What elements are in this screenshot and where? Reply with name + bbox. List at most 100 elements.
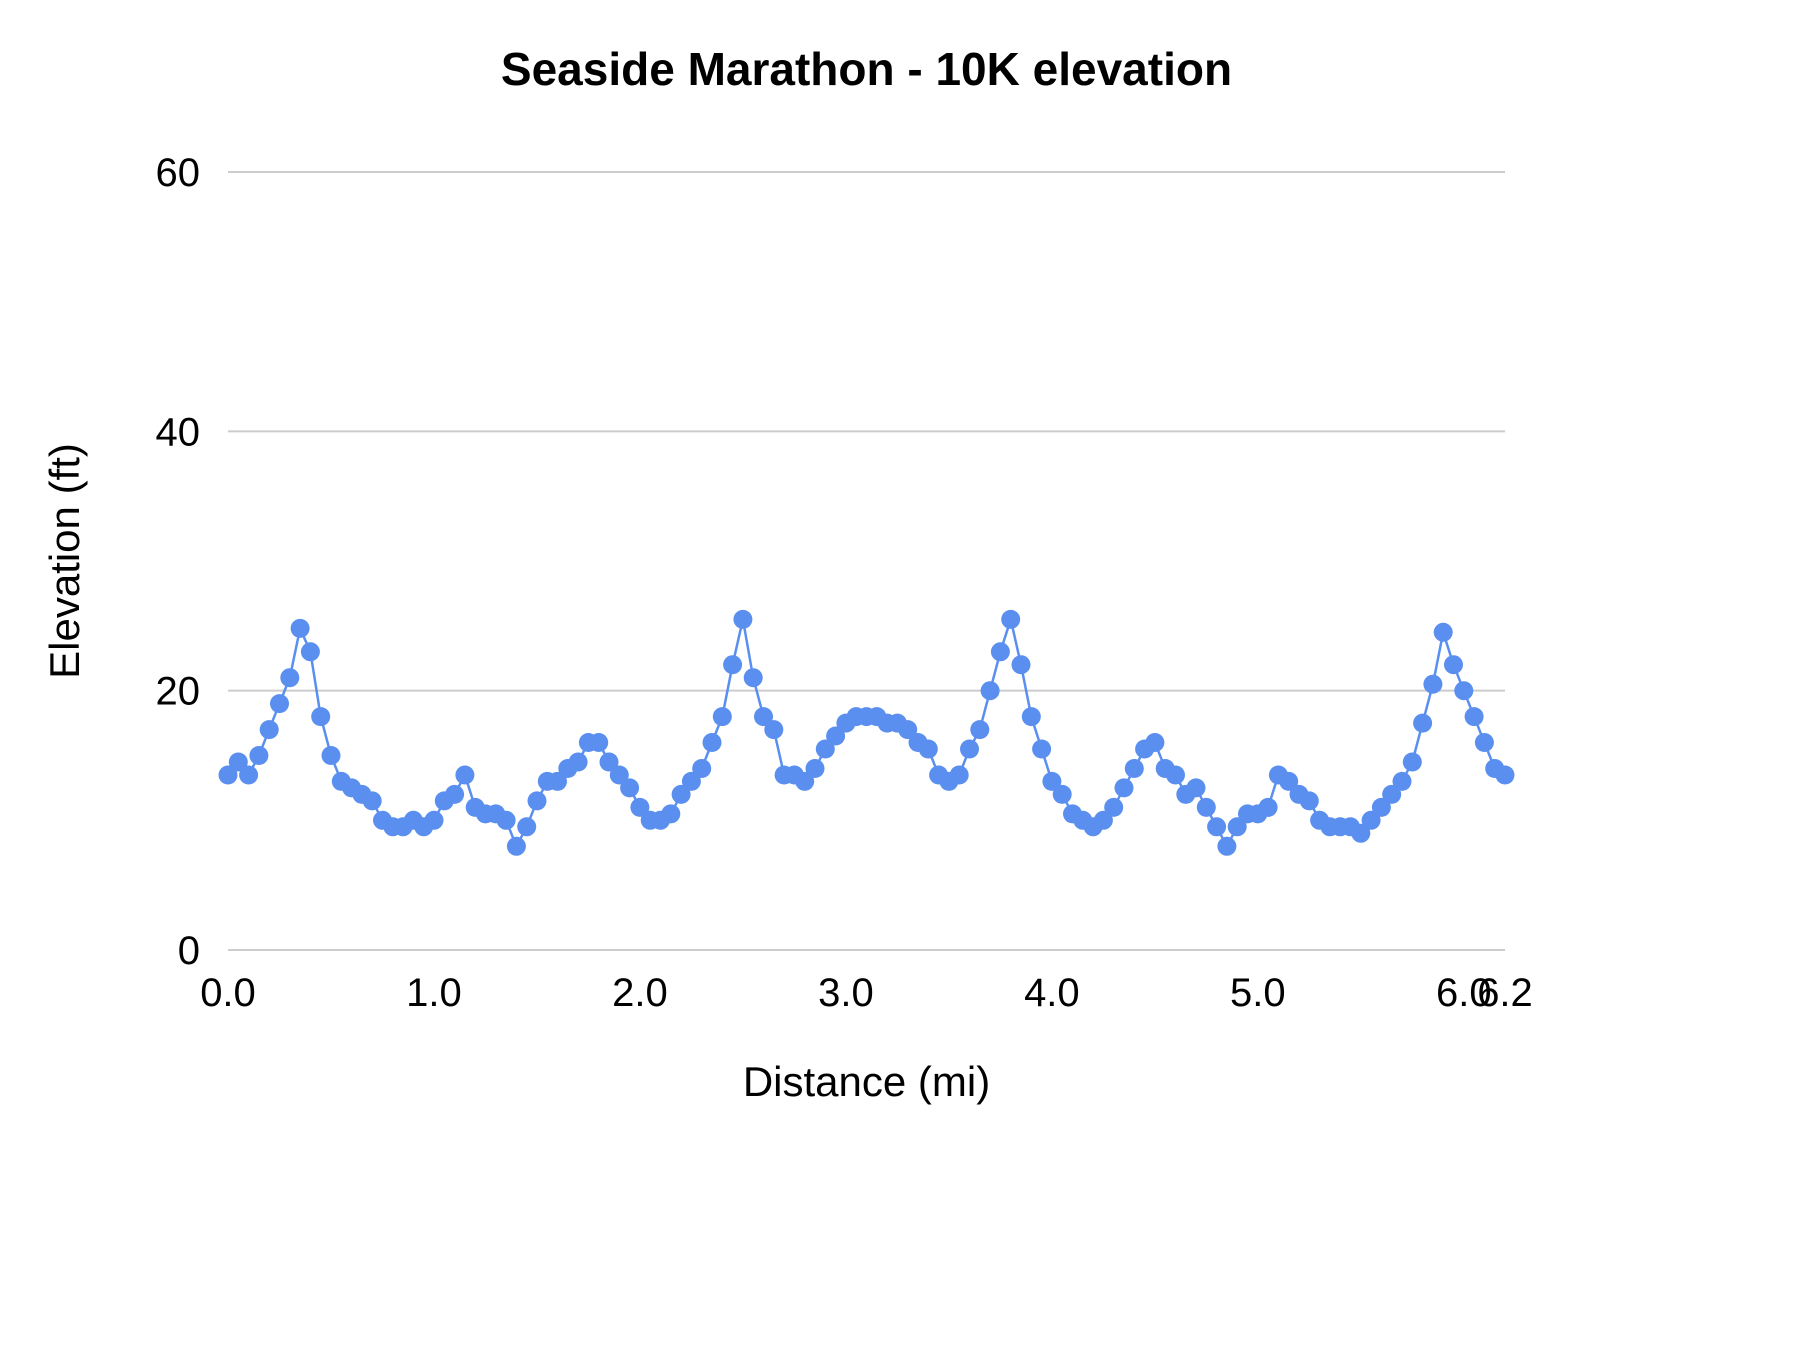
- x-tick-label: 6.0: [1436, 971, 1492, 1015]
- y-tick-label: 60: [156, 151, 201, 195]
- data-point: [321, 746, 341, 765]
- data-point: [990, 642, 1010, 662]
- data-point: [249, 746, 269, 765]
- data-point: [1382, 784, 1402, 804]
- data-point: [1021, 707, 1041, 727]
- data-point: [620, 778, 640, 798]
- data-point: [290, 618, 310, 638]
- data-point: [496, 810, 516, 830]
- data-point: [1166, 765, 1185, 785]
- data-point: [228, 752, 248, 772]
- data-point: [599, 752, 619, 772]
- data-point: [548, 771, 567, 791]
- x-axis-title: Distance (mi): [742, 1058, 991, 1105]
- x-tick-label: 5.0: [1230, 971, 1286, 1015]
- data-point: [1351, 823, 1371, 843]
- data-point: [692, 759, 712, 778]
- data-point: [949, 765, 969, 785]
- y-tick-label: 20: [156, 670, 201, 714]
- data-point: [723, 655, 743, 675]
- data-point: [918, 739, 938, 759]
- data-point: [702, 733, 722, 752]
- data-point: [1258, 797, 1278, 817]
- data-point: [1413, 713, 1433, 733]
- data-point: [568, 752, 588, 772]
- data-point: [506, 836, 526, 856]
- data-point: [733, 609, 753, 629]
- data-point: [805, 759, 825, 778]
- data-point: [960, 739, 979, 759]
- data-point: [239, 765, 259, 785]
- data-point: [898, 720, 918, 740]
- data-point: [1145, 733, 1165, 752]
- data-point: [259, 720, 279, 740]
- data-point: [445, 784, 465, 804]
- data-point: [980, 681, 1000, 701]
- data-point: [1279, 771, 1299, 791]
- data-point: [1371, 797, 1391, 817]
- data-point: [270, 694, 289, 714]
- data-point: [743, 668, 763, 688]
- data-point: [1227, 817, 1247, 837]
- y-tick-label: 40: [156, 410, 201, 454]
- data-point: [609, 765, 629, 785]
- data-point: [1464, 707, 1484, 727]
- data-point: [1032, 739, 1052, 759]
- data-point: [1196, 797, 1216, 817]
- data-point: [362, 791, 382, 811]
- data-point: [661, 804, 681, 824]
- y-axis-title: Elevation (ft): [41, 443, 88, 679]
- data-point: [1495, 765, 1515, 785]
- data-point: [826, 726, 846, 746]
- data-point: [671, 784, 691, 804]
- data-point: [1444, 655, 1463, 675]
- series-line: [226, 618, 1507, 848]
- data-point: [1093, 810, 1113, 830]
- x-tick-label: 2.0: [612, 971, 668, 1015]
- data-point: [630, 797, 650, 817]
- data-point: [1392, 771, 1412, 791]
- data-point: [300, 642, 320, 662]
- data-point: [795, 771, 815, 791]
- data-point: [1299, 791, 1319, 811]
- x-tick-label: 3.0: [818, 971, 874, 1015]
- data-point: [764, 720, 784, 740]
- data-point: [1124, 759, 1144, 778]
- data-point: [1186, 778, 1206, 798]
- data-point: [815, 739, 835, 759]
- data-point: [218, 765, 238, 785]
- y-tick-label: 0: [178, 929, 200, 973]
- data-point: [280, 668, 300, 688]
- data-point: [311, 707, 331, 727]
- data-point: [712, 707, 732, 727]
- x-tick-label: 6.2: [1477, 971, 1533, 1015]
- data-point: [1402, 752, 1422, 772]
- data-point: [1433, 622, 1453, 642]
- data-point: [1001, 609, 1021, 629]
- chart-title: Seaside Marathon - 10K elevation: [500, 43, 1233, 95]
- x-tick-label: 4.0: [1024, 971, 1080, 1015]
- data-point: [455, 765, 475, 785]
- data-point: [1423, 674, 1443, 694]
- data-point: [424, 810, 444, 830]
- data-point: [517, 817, 537, 837]
- data-point: [970, 720, 990, 740]
- data-point: [681, 771, 701, 791]
- x-tick-label: 1.0: [406, 971, 462, 1015]
- data-point: [1052, 784, 1072, 804]
- data-point: [1011, 655, 1031, 675]
- data-point: [1474, 733, 1494, 752]
- data-point: [1454, 681, 1474, 701]
- data-point: [1042, 771, 1062, 791]
- data-point: [527, 791, 547, 811]
- data-point: [1207, 817, 1227, 837]
- data-point: [1361, 810, 1381, 830]
- data-point: [1114, 778, 1134, 798]
- data-point: [1217, 836, 1237, 856]
- data-point: [589, 733, 609, 752]
- data-point: [754, 707, 773, 727]
- x-tick-label: 0.0: [200, 971, 256, 1015]
- data-point: [1104, 797, 1124, 817]
